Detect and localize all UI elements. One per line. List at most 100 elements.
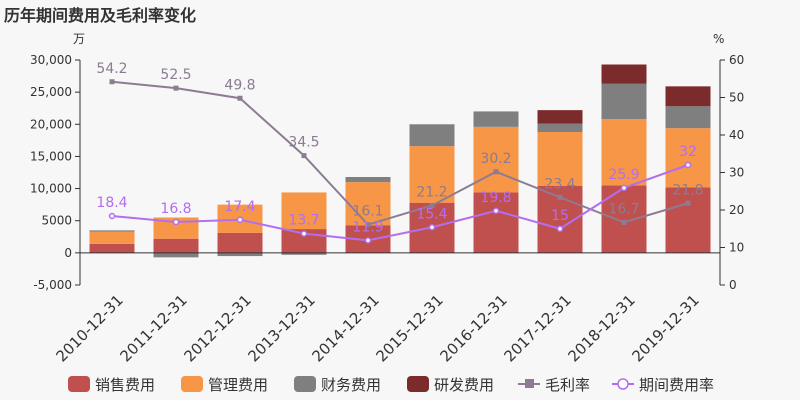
legend-swatch: [181, 376, 203, 392]
legend-item-销售费用[interactable]: 销售费用: [68, 376, 155, 394]
data-label-layer: 54.2 52.5 49.8 34.5 16.1 21.2 30.2 23.4 16.7 21.8…: [96, 61, 703, 236]
y-right-tick-label: 0: [729, 278, 737, 292]
bar-销售费用: [217, 232, 263, 253]
bar-管理费用: [281, 192, 327, 230]
data-label-期间费用率: 16.8: [160, 201, 191, 217]
x-tick-label: 2016-12-31: [436, 291, 510, 365]
bar-管理费用: [409, 146, 455, 203]
data-label-期间费用率: 18.4: [96, 195, 127, 211]
data-label-毛利率: 23.4: [544, 176, 575, 192]
legend-item-期间费用率[interactable]: 期间费用率: [612, 376, 714, 394]
legend-swatch: [294, 376, 316, 392]
y-left-tick-label: 20,000: [30, 117, 72, 131]
legend-label: 财务费用: [321, 376, 381, 394]
bar-财务费用: [409, 124, 455, 147]
bar-销售费用: [601, 185, 647, 253]
legend-item-管理费用[interactable]: 管理费用: [181, 376, 268, 394]
bar-财务费用: [217, 252, 263, 257]
bar-研发费用: [665, 86, 711, 107]
bar-财务费用: [345, 177, 391, 183]
legend-swatch: [68, 376, 90, 392]
y-right-tick-label: 10: [729, 241, 744, 255]
y-left-axis: 30,000 25,000 20,000 15,000 10,000 5000 0 -5,00…: [30, 53, 81, 292]
legend-label: 期间费用率: [639, 376, 714, 394]
legend-label: 销售费用: [95, 376, 155, 394]
data-label-期间费用率: 15.4: [416, 206, 447, 222]
legend-swatch: [407, 376, 429, 392]
x-tick-label: 2018-12-31: [564, 291, 638, 365]
data-label-期间费用率: 13.7: [288, 213, 319, 229]
y-left-tick-label: 0: [64, 246, 72, 260]
legend[interactable]: 销售费用 管理费用 财务费用 研发费用 毛利率 期间费用率: [68, 376, 714, 394]
point-毛利率: [301, 153, 307, 159]
y-left-tick-label: 30,000: [30, 53, 72, 67]
y-right-tick-label: 30: [729, 166, 744, 180]
bar-销售费用: [89, 243, 135, 253]
data-label-毛利率: 54.2: [96, 61, 127, 77]
point-期间费用率: [428, 224, 436, 231]
x-tick-label: 2010-12-31: [52, 291, 126, 365]
y-right-tick-label: 60: [729, 53, 744, 67]
legend-marker: [525, 379, 534, 388]
point-期间费用率: [684, 161, 692, 169]
point-毛利率: [493, 169, 499, 175]
point-期间费用率: [620, 184, 628, 192]
point-期间费用率: [556, 225, 564, 232]
line-layer: [108, 79, 692, 244]
point-期间费用率: [300, 230, 308, 237]
bar-销售费用: [665, 187, 711, 253]
data-label-毛利率: 16.7: [608, 201, 639, 217]
y-right-tick-label: 50: [729, 91, 744, 105]
data-label-毛利率: 21.8: [672, 182, 703, 198]
bar-管理费用: [89, 231, 135, 244]
bar-销售费用: [473, 192, 519, 253]
bar-财务费用: [281, 252, 327, 255]
data-label-期间费用率: 15: [551, 208, 569, 224]
y-left-unit: 万: [73, 32, 85, 46]
legend-label: 毛利率: [545, 376, 590, 394]
point-毛利率: [173, 85, 179, 91]
y-left-tick-label: -5,000: [33, 278, 72, 292]
point-期间费用率: [108, 212, 116, 220]
x-tick-label: 2017-12-31: [500, 291, 574, 365]
x-axis: 2010-12-312011-12-312012-12-312013-12-31…: [52, 291, 702, 365]
point-毛利率: [429, 203, 435, 208]
legend-item-毛利率[interactable]: 毛利率: [518, 376, 590, 394]
data-label-期间费用率: 19.8: [480, 190, 511, 206]
data-label-毛利率: 49.8: [224, 77, 255, 93]
x-tick-label: 2012-12-31: [180, 291, 254, 365]
bar-管理费用: [601, 119, 647, 186]
point-毛利率: [557, 194, 563, 200]
point-毛利率: [237, 95, 243, 101]
legend-label: 研发费用: [434, 376, 494, 394]
point-期间费用率: [364, 237, 372, 244]
y-left-tick-label: 5000: [41, 214, 72, 228]
x-tick-label: 2019-12-31: [628, 291, 702, 365]
line-毛利率: [111, 80, 689, 226]
bar-财务费用: [89, 230, 135, 232]
bar-研发费用: [537, 110, 583, 124]
bar-管理费用: [345, 182, 391, 226]
point-期间费用率: [492, 207, 500, 214]
bar-财务费用: [153, 252, 199, 258]
data-label-期间费用率: 11.9: [352, 219, 383, 235]
bar-管理费用: [537, 132, 583, 186]
x-tick-label: 2011-12-31: [116, 291, 190, 365]
legend-item-财务费用[interactable]: 财务费用: [294, 376, 381, 394]
point-毛利率: [685, 200, 691, 206]
data-label-毛利率: 16.1: [352, 204, 383, 220]
bar-销售费用: [153, 238, 199, 253]
data-label-期间费用率: 17.4: [224, 199, 255, 215]
y-left-tick-label: 15,000: [30, 149, 72, 163]
data-label-期间费用率: 32: [679, 144, 697, 160]
data-label-毛利率: 34.5: [288, 135, 319, 151]
y-right-axis: 60 50 40 30 20 10 0: [719, 53, 744, 292]
data-label-毛利率: 30.2: [480, 151, 511, 167]
data-label-期间费用率: 25.9: [608, 167, 639, 183]
bar-管理费用: [153, 217, 199, 239]
legend-item-研发费用[interactable]: 研发费用: [407, 376, 494, 394]
point-期间费用率: [172, 218, 180, 226]
x-tick-label: 2015-12-31: [372, 291, 446, 365]
